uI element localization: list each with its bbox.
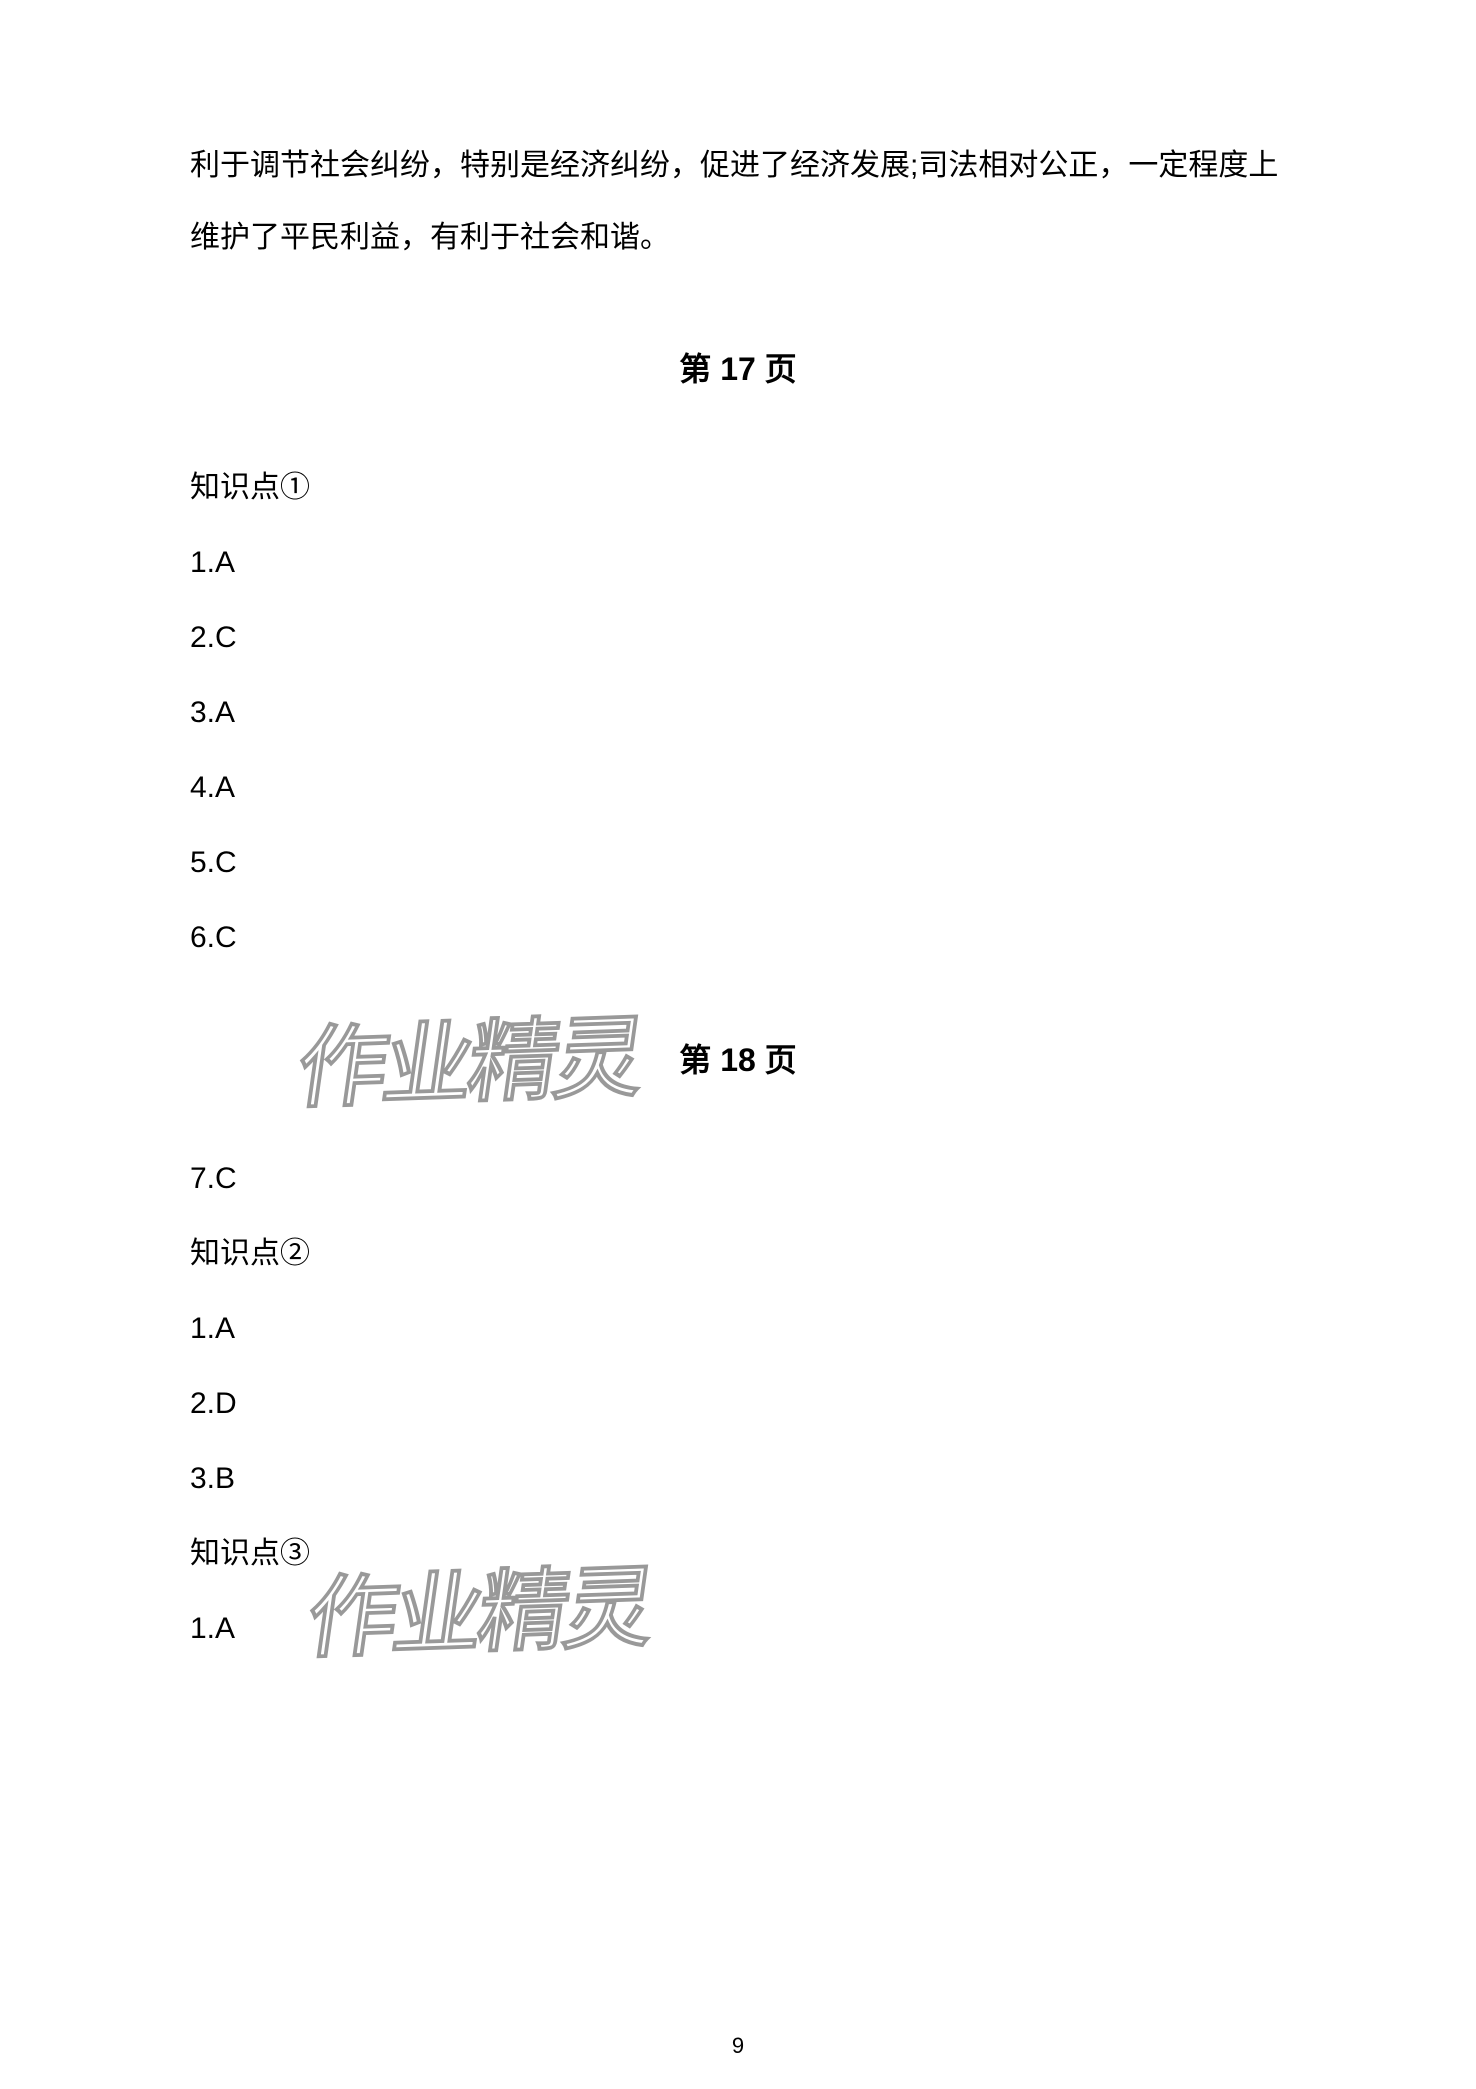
answer-item: 4.A [190, 750, 1286, 825]
answer-item: 3.B [190, 1441, 1286, 1516]
page-content: 利于调节社会纠纷，特别是经济纠纷，促进了经济发展;司法相对公正，一定程度上维护了… [0, 0, 1476, 1666]
knowledge-point-2-label: 知识点② [190, 1216, 1286, 1291]
answer-item: 1.A [190, 525, 1286, 600]
section-17-heading: 第 17 页 [190, 344, 1286, 390]
page-number: 9 [732, 2033, 744, 2059]
answer-item: 5.C [190, 825, 1286, 900]
knowledge-point-3-label: 知识点③ [190, 1516, 1286, 1591]
answer-item: 2.D [190, 1366, 1286, 1441]
intro-paragraph: 利于调节社会纠纷，特别是经济纠纷，促进了经济发展;司法相对公正，一定程度上维护了… [190, 130, 1286, 274]
answer-item: 1.A [190, 1591, 1286, 1666]
answer-item: 1.A [190, 1291, 1286, 1366]
answer-item: 2.C [190, 600, 1286, 675]
answer-item: 7.C [190, 1141, 1286, 1216]
section-18-heading: 第 18 页 [190, 1035, 1286, 1081]
section-17-content: 知识点① 1.A 2.C 3.A 4.A 5.C 6.C [190, 450, 1286, 975]
answer-item: 3.A [190, 675, 1286, 750]
answer-item: 6.C [190, 900, 1286, 975]
section-18-content: 7.C 知识点② 1.A 2.D 3.B 知识点③ 1.A [190, 1141, 1286, 1666]
knowledge-point-1-label: 知识点① [190, 450, 1286, 525]
